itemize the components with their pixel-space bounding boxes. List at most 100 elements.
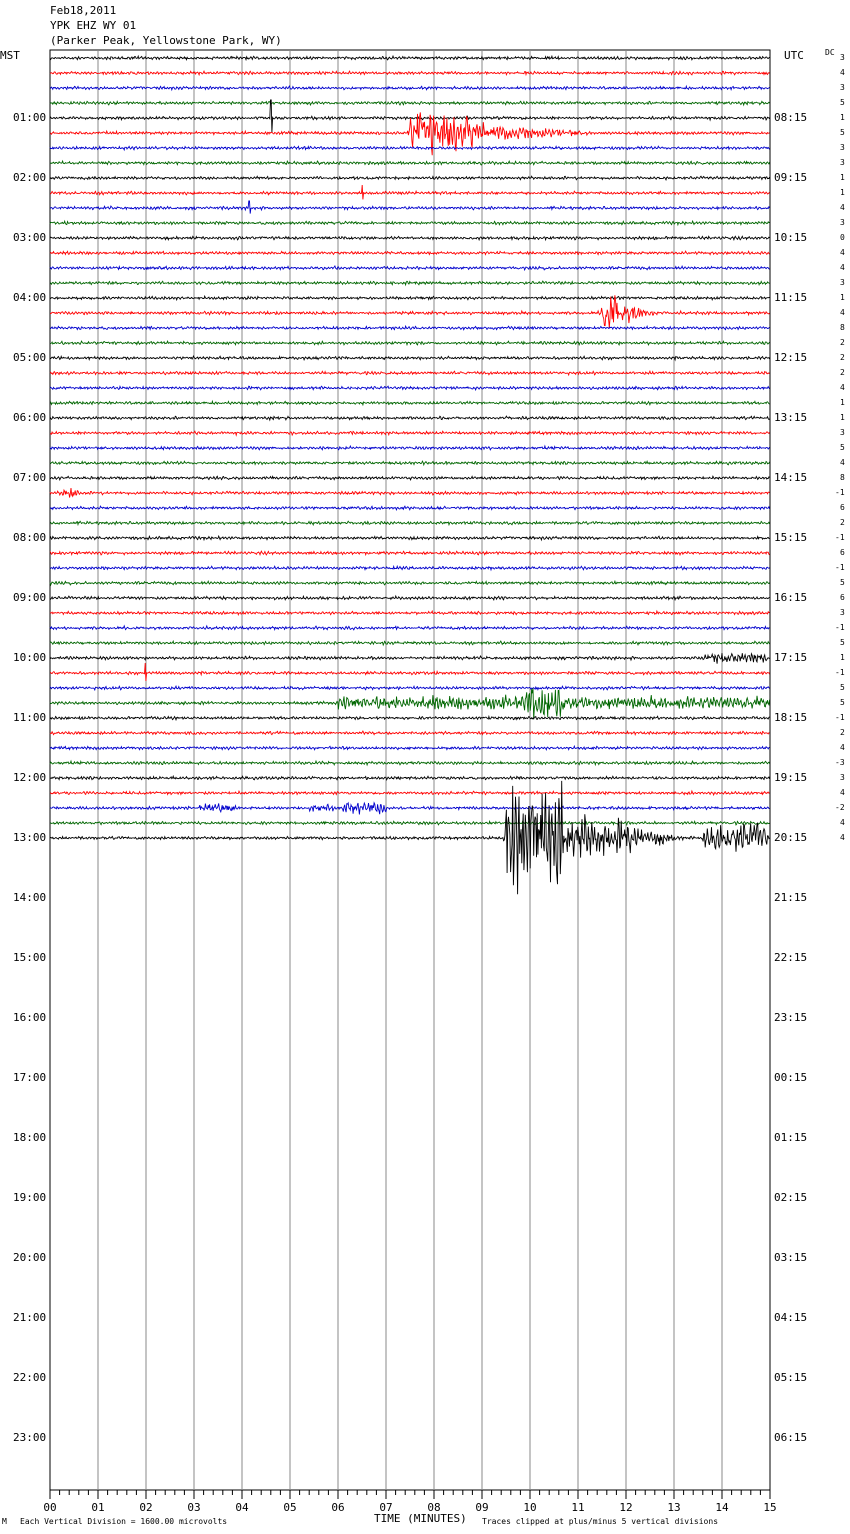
trace-row [49,639,770,647]
mst-hour-label: 09:00 [13,591,47,604]
footer-clip-note: Traces clipped at plus/minus 5 vertical … [482,1517,719,1526]
utc-hour-label: 20:15 [774,831,808,844]
trace-row [49,84,770,92]
utc-hour-label: 14:15 [774,471,808,484]
trace-row [49,100,770,107]
dc-offset: 3 [840,83,845,92]
dc-offset: -1 [835,668,845,677]
trace-row [49,219,770,227]
dc-offset: 1 [840,173,845,182]
dc-offset: 4 [840,248,845,257]
utc-hour-label: 16:15 [774,591,808,604]
dc-offset: 5 [840,698,845,707]
header-date: Feb18,2011 [50,4,117,17]
mst-hour-label: 01:00 [13,111,47,124]
trace-row [50,324,770,331]
header-station: YPK EHZ WY 01 [50,19,137,32]
dc-offset: 6 [840,593,845,602]
trace-row [49,714,770,722]
dc-offset: 4 [840,308,845,317]
trace-row [49,280,770,287]
seismic-traces [49,54,771,895]
dc-offset: 3 [840,143,845,152]
minute-gridlines [49,49,771,1491]
dc-offset: 4 [840,203,845,212]
x-tick-label: 10 [523,1501,537,1514]
x-tick-label: 13 [667,1501,681,1514]
mst-hour-label: 13:00 [13,831,47,844]
trace-row [49,505,771,511]
dc-offset: -3 [835,758,845,767]
trace-row [49,444,770,451]
x-tick-label: 12 [619,1501,633,1514]
mst-hour-label: 23:00 [13,1431,47,1444]
trace-row [49,175,771,181]
mst-hour-label: 19:00 [13,1191,47,1204]
dc-offset: 6 [840,503,845,512]
corner-mark: M [2,1517,7,1526]
dc-offset: 8 [840,323,845,332]
trace-row [49,685,770,692]
x-tick-label: 14 [715,1501,729,1514]
dc-offset: 4 [840,788,845,797]
trace-row [49,579,770,587]
x-tick-label: 09 [475,1501,489,1514]
x-tick-label: 01 [91,1501,105,1514]
x-tick-label: 11 [571,1501,585,1514]
utc-hour-label: 01:15 [774,1131,808,1144]
utc-hour-label: 17:15 [774,651,808,664]
mst-hour-label: 07:00 [13,471,47,484]
dc-offset: 8 [840,473,845,482]
utc-hour-label: 05:15 [774,1371,808,1384]
mst-hour-label: 22:00 [13,1371,47,1384]
trace-row [50,200,770,214]
dc-offset: 2 [840,518,845,527]
mst-hour-label: 06:00 [13,411,47,424]
trace-row [49,662,770,682]
utc-hour-label: 09:15 [774,171,808,184]
dc-offset: 4 [840,743,845,752]
x-tick-label: 00 [43,1501,57,1514]
mst-hour-label: 02:00 [13,171,47,184]
mst-hour-label: 15:00 [13,951,47,964]
mst-hour-label: 11:00 [13,711,47,724]
dc-offset: -1 [835,623,845,632]
dc-offset: 3 [840,773,845,782]
dc-column-label: DC [825,48,835,57]
trace-row [49,112,770,156]
mst-hour-label: 08:00 [13,531,47,544]
plot-frame [49,49,771,1491]
trace-row [49,355,771,362]
trace-row [50,295,770,328]
dc-offset: 3 [840,218,845,227]
trace-row [49,774,771,781]
mst-hour-label: 14:00 [13,891,47,904]
dc-offset: 2 [840,338,845,347]
dc-offset: 4 [840,263,845,272]
trace-row [49,624,770,632]
utc-hour-label: 21:15 [774,891,808,904]
mst-axis-label: MST [0,49,20,62]
trace-row [49,250,770,256]
trace-row [49,594,770,602]
utc-hour-label: 10:15 [774,231,808,244]
dc-offset: 3 [840,158,845,167]
dc-offset: 1 [840,293,845,302]
mst-hour-label: 20:00 [13,1251,47,1264]
trace-row [49,801,770,815]
trace-row [49,730,770,736]
utc-hour-label: 08:15 [774,111,808,124]
x-axis-ticks [49,1490,771,1499]
x-tick-label: 03 [187,1501,201,1514]
trace-row [49,184,770,200]
dc-offset: 4 [840,68,845,77]
mst-hour-label: 12:00 [13,771,47,784]
dc-offset: 4 [840,833,845,842]
dc-offset: 1 [840,398,845,407]
dc-offset: 3 [840,278,845,287]
trace-row [49,340,770,347]
trace-row [49,688,771,720]
utc-hour-label: 06:15 [774,1431,808,1444]
trace-row [49,399,770,407]
dc-offset: 4 [840,383,845,392]
